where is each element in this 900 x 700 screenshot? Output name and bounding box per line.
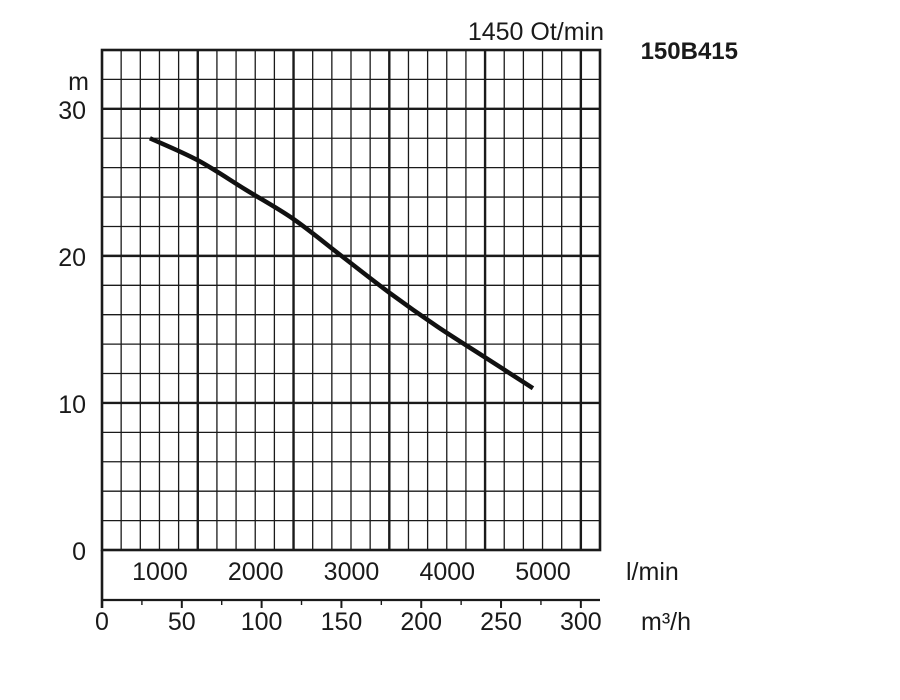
y-tick-label: 20 — [58, 244, 86, 272]
x-tick-label-secondary: 100 — [241, 608, 283, 636]
y-tick-labels: 0 10 20 30 — [58, 97, 86, 566]
x-tick-label-primary: 1000 — [132, 558, 188, 586]
x-tick-label-secondary: 150 — [321, 608, 363, 636]
x-unit-secondary-label: m³/h — [641, 608, 691, 636]
x-tick-label-secondary: 300 — [560, 608, 602, 636]
curve-layer — [148, 136, 535, 391]
x-tick-label-secondary: 50 — [168, 608, 196, 636]
speed-label: 1450 Ot/min — [468, 18, 604, 46]
x-tick-label-primary: 3000 — [324, 558, 380, 586]
x-tick-labels-primary: 1000 2000 3000 4000 5000 — [132, 558, 571, 586]
chart-frame — [100, 48, 602, 608]
head-flow-curve — [148, 136, 535, 391]
x-tick-label-primary: 4000 — [419, 558, 475, 586]
minor-gridlines — [102, 50, 600, 550]
x-tick-label-secondary: 0 — [95, 608, 109, 636]
y-tick-label: 30 — [58, 97, 86, 125]
major-gridlines — [102, 50, 600, 550]
y-tick-label: 0 — [72, 538, 86, 566]
axis-labels: 1450 Ot/min 150B415 m l/min m³/h — [68, 18, 738, 636]
x-tick-label-primary: 2000 — [228, 558, 284, 586]
x-tick-labels-secondary: 0 50 100 150 200 250 300 — [95, 608, 602, 636]
x-tick-label-primary: 5000 — [515, 558, 571, 586]
x-tick-label-secondary: 250 — [480, 608, 522, 636]
x-tick-label-secondary: 200 — [400, 608, 442, 636]
y-tick-label: 10 — [58, 391, 86, 419]
plot-border — [100, 48, 602, 552]
y-unit-label: m — [68, 68, 89, 96]
model-label: 150B415 — [641, 38, 738, 65]
x-unit-primary-label: l/min — [626, 558, 679, 586]
